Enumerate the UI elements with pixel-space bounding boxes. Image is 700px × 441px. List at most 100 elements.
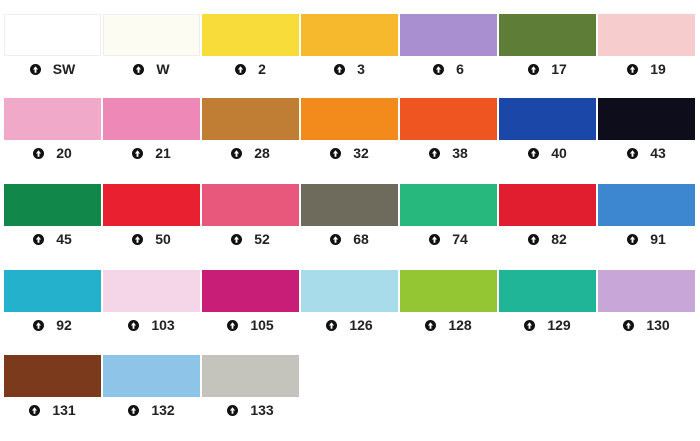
swatch-label: 91 xyxy=(650,231,666,247)
swatch-label: 105 xyxy=(250,317,274,333)
swatch-caption: 129 xyxy=(499,317,596,333)
swatch-caption: 133 xyxy=(202,402,299,418)
swatch-label: 20 xyxy=(56,145,72,161)
swatch-caption: 74 xyxy=(400,231,497,247)
swatch xyxy=(400,14,497,56)
swatch-caption: 17 xyxy=(499,61,596,77)
arrow-icon xyxy=(128,319,140,331)
swatch xyxy=(301,98,398,140)
swatch-label: 126 xyxy=(349,317,373,333)
swatch-caption: 20 xyxy=(4,145,101,161)
arrow-icon xyxy=(235,63,247,75)
swatch-caption: 19 xyxy=(598,61,695,77)
swatch-label: 43 xyxy=(650,145,666,161)
swatch-caption: 2 xyxy=(202,61,299,77)
swatch-caption: 38 xyxy=(400,145,497,161)
swatch-caption: 131 xyxy=(4,402,101,418)
arrow-icon xyxy=(132,233,144,245)
swatch-label: 45 xyxy=(56,231,72,247)
arrow-icon xyxy=(231,233,243,245)
arrow-icon xyxy=(227,319,239,331)
arrow-icon xyxy=(627,233,639,245)
swatch-caption: 45 xyxy=(4,231,101,247)
swatch-caption: 91 xyxy=(598,231,695,247)
swatch xyxy=(103,355,200,397)
swatch xyxy=(499,184,596,226)
swatch xyxy=(103,184,200,226)
swatch xyxy=(400,98,497,140)
swatch xyxy=(202,270,299,312)
swatch-label: 74 xyxy=(452,231,468,247)
swatch-label: 133 xyxy=(250,402,274,418)
swatch-label: 92 xyxy=(56,317,72,333)
arrow-icon xyxy=(29,404,41,416)
swatch xyxy=(103,14,200,56)
arrow-icon xyxy=(227,404,239,416)
swatch-label: 129 xyxy=(547,317,571,333)
swatch-caption: 52 xyxy=(202,231,299,247)
arrow-icon xyxy=(429,147,441,159)
swatch-label: 128 xyxy=(448,317,472,333)
arrow-icon xyxy=(330,147,342,159)
swatch-caption: 6 xyxy=(400,61,497,77)
swatch-label: 21 xyxy=(155,145,171,161)
swatch xyxy=(400,184,497,226)
arrow-icon xyxy=(623,319,635,331)
swatch xyxy=(301,270,398,312)
swatch-caption: SW xyxy=(4,61,101,77)
swatch xyxy=(202,184,299,226)
arrow-icon xyxy=(627,147,639,159)
swatch xyxy=(103,270,200,312)
arrow-icon xyxy=(429,233,441,245)
arrow-icon xyxy=(33,147,45,159)
arrow-icon xyxy=(627,63,639,75)
swatch-caption: 130 xyxy=(598,317,695,333)
swatch-caption: 128 xyxy=(400,317,497,333)
swatch xyxy=(598,98,695,140)
swatch-label: 38 xyxy=(452,145,468,161)
swatch-label: 103 xyxy=(151,317,175,333)
swatch-caption: 103 xyxy=(103,317,200,333)
swatch-label: 130 xyxy=(646,317,670,333)
swatch-caption: 40 xyxy=(499,145,596,161)
swatch xyxy=(4,14,101,56)
swatch xyxy=(598,184,695,226)
swatch xyxy=(202,98,299,140)
swatch-caption: 82 xyxy=(499,231,596,247)
swatch-caption: 32 xyxy=(301,145,398,161)
arrow-icon xyxy=(128,404,140,416)
arrow-icon xyxy=(29,63,41,75)
swatch xyxy=(499,98,596,140)
swatch xyxy=(301,14,398,56)
arrow-icon xyxy=(330,233,342,245)
arrow-icon xyxy=(132,147,144,159)
swatch-label: 132 xyxy=(151,402,175,418)
swatch-label: W xyxy=(156,61,170,77)
arrow-icon xyxy=(231,147,243,159)
swatch-label: 17 xyxy=(551,61,567,77)
swatch xyxy=(400,270,497,312)
swatch-label: 52 xyxy=(254,231,270,247)
swatch-caption: 3 xyxy=(301,61,398,77)
swatch-caption: 21 xyxy=(103,145,200,161)
arrow-icon xyxy=(33,233,45,245)
swatch-caption: 28 xyxy=(202,145,299,161)
arrow-icon xyxy=(433,63,445,75)
arrow-icon xyxy=(528,147,540,159)
swatch xyxy=(103,98,200,140)
swatch-label: 40 xyxy=(551,145,567,161)
arrow-icon xyxy=(334,63,346,75)
arrow-icon xyxy=(528,233,540,245)
swatch-caption: 68 xyxy=(301,231,398,247)
swatch-caption: W xyxy=(103,61,200,77)
swatch-caption: 92 xyxy=(4,317,101,333)
swatch xyxy=(499,14,596,56)
arrow-icon xyxy=(425,319,437,331)
swatch-label: 32 xyxy=(353,145,369,161)
swatch xyxy=(499,270,596,312)
arrow-icon xyxy=(133,63,145,75)
swatch xyxy=(4,270,101,312)
swatch-caption: 50 xyxy=(103,231,200,247)
swatch-label: SW xyxy=(52,61,76,77)
